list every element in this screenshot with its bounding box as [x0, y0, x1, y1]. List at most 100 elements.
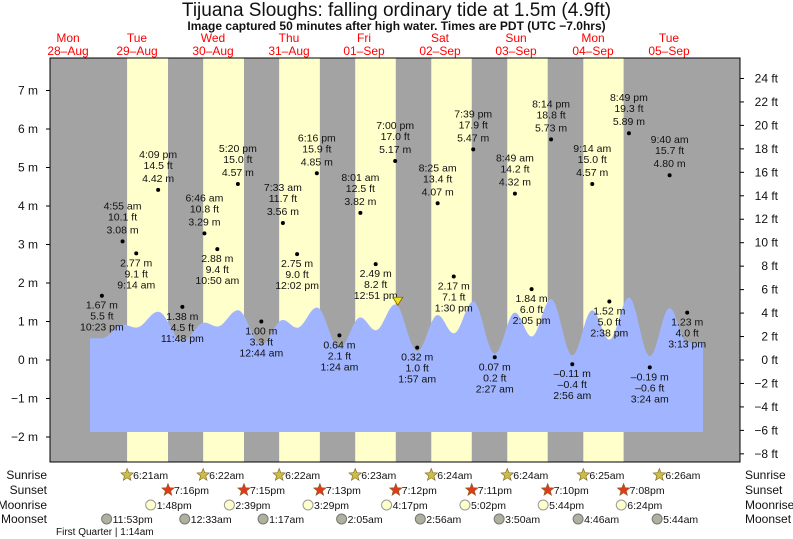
tide-time-label: 8:25 am: [419, 162, 457, 174]
sunset-icon: [464, 482, 479, 496]
chart-subtitle: Image captured 50 minutes after high wat…: [187, 19, 606, 33]
tide-feet-label: 9.4 ft: [206, 264, 229, 276]
sunset-icon: [237, 482, 251, 496]
tide-feet-label: 15.9 ft: [302, 143, 331, 155]
tide-time-label: 3:24 am: [631, 393, 669, 405]
tide-meters-label: –0.11 m: [554, 368, 591, 380]
sunrise-time: 6:26am: [665, 470, 700, 482]
row-label-moonrise-right: Moonrise: [745, 498, 793, 512]
day-label-dow: Mon: [56, 31, 79, 45]
tide-meters-label: 1.23 m: [671, 317, 703, 329]
sunset-icon: [388, 482, 403, 496]
moonrise-time: 2:39pm: [235, 500, 270, 512]
y-left-tick-label: 4 m: [18, 199, 38, 213]
y-right-tick-label: 12 ft: [755, 212, 779, 226]
tide-feet-label: 2.1 ft: [328, 350, 351, 362]
sunrise-time: 6:22am: [285, 470, 320, 482]
moonrise-icon: [223, 499, 235, 511]
y-right-tick-label: −4 ft: [754, 400, 778, 414]
tide-feet-label: 15.7 ft: [655, 145, 684, 157]
tide-time-label: 9:40 am: [651, 134, 689, 146]
tide-meters-label: 1.38 m: [166, 311, 198, 323]
tide-meters-label: 4.57 m: [222, 167, 254, 179]
tide-feet-label: 19.3 ft: [614, 103, 643, 115]
day-label-dow: Wed: [201, 31, 225, 45]
day-label-dow: Sun: [505, 31, 526, 45]
tide-feet-label: –0.4 ft: [558, 379, 587, 391]
sunrise-icon: [272, 467, 287, 481]
tide-feet-label: 4.0 ft: [676, 328, 699, 340]
tide-meters-label: 1.84 m: [516, 293, 548, 305]
y-left-tick-label: 6 m: [18, 122, 38, 136]
tide-time-label: 8:49 pm: [610, 92, 648, 104]
row-label-sunset-right: Sunset: [745, 483, 783, 497]
y-left-tick-label: −2 m: [11, 430, 38, 444]
moonrise-icon: [145, 499, 157, 511]
sunrise-time: 6:24am: [437, 470, 472, 482]
tide-meters-label: 2.77 m: [120, 257, 152, 269]
y-left-tick-label: 1 m: [18, 315, 38, 329]
sunrise-icon: [196, 467, 211, 481]
tide-time-label: 10:23 pm: [80, 322, 124, 334]
tide-area: [90, 297, 703, 432]
tide-feet-label: 5.5 ft: [90, 311, 113, 323]
sunset-time: 7:16pm: [174, 485, 209, 497]
high-tide-point: [471, 147, 476, 152]
day-label-date: 30–Aug: [192, 44, 233, 58]
sunset-icon: [616, 482, 631, 496]
moonset-time: 5:44am: [663, 514, 698, 526]
y-right-tick-label: 6 ft: [761, 283, 778, 297]
row-label-sunrise-right: Sunrise: [745, 468, 786, 482]
tide-meters-label: 5.89 m: [613, 116, 645, 128]
y-left-tick-label: 7 m: [18, 84, 38, 98]
moonset-time: 2:56am: [426, 514, 461, 526]
tide-feet-label: 17.9 ft: [459, 119, 488, 131]
y-left-tick-label: 0 m: [18, 353, 38, 367]
moonset-icon: [414, 513, 426, 525]
y-right-tick-label: 18 ft: [755, 142, 779, 156]
low-tide-point: [607, 299, 612, 304]
tide-time-label: 8:14 pm: [532, 98, 570, 110]
moonset-icon: [257, 513, 269, 525]
low-tide-point: [259, 319, 264, 324]
tide-time-label: 12:02 pm: [275, 280, 319, 292]
tide-time-label: 9:14 am: [117, 279, 155, 291]
day-label-dow: Mon: [581, 31, 604, 45]
low-tide-point: [415, 345, 420, 350]
moonset-time: 11:53pm: [113, 514, 153, 526]
tide-time-label: 6:46 am: [185, 192, 223, 204]
tide-meters-label: 0.07 m: [479, 361, 511, 373]
low-tide-point: [529, 287, 534, 292]
tide-feet-label: 6.0 ft: [520, 304, 543, 316]
tide-feet-label: 15.0 ft: [578, 154, 607, 166]
y-right-tick-label: 24 ft: [755, 71, 779, 85]
y-right-tick-label: −2 ft: [754, 376, 778, 390]
plot-border: [49, 57, 741, 463]
sunrise-time: 6:21am: [133, 470, 168, 482]
high-tide-point: [626, 131, 631, 136]
tide-meters-label: 3.08 m: [107, 224, 139, 236]
high-tide-point: [314, 171, 319, 176]
row-label-moonset-right: Moonset: [745, 512, 792, 526]
y-left-tick-label: −1 m: [11, 392, 38, 406]
tide-time-label: 3:13 pm: [668, 339, 706, 351]
moonset-time: 4:46am: [584, 514, 619, 526]
tide-feet-label: 15.0 ft: [223, 154, 252, 166]
tide-time-label: 8:01 am: [341, 172, 379, 184]
row-label-moonrise-left: Moonrise: [0, 498, 47, 512]
tide-time-label: 7:00 pm: [376, 120, 414, 132]
high-tide-point: [435, 201, 440, 206]
moonset-time: 1:17am: [269, 514, 304, 526]
tide-time-label: 1:24 am: [320, 361, 358, 373]
day-label-dow: Sat: [431, 31, 450, 45]
tide-meters-label: 4.32 m: [499, 177, 531, 189]
moonrise-time: 4:17pm: [393, 500, 428, 512]
sunrise-icon: [652, 467, 667, 481]
moonrise-time: 5:44pm: [549, 500, 584, 512]
tide-meters-label: 1.52 m: [593, 305, 625, 317]
y-right-tick-label: 22 ft: [755, 95, 779, 109]
moonrise-time: 6:24pm: [627, 500, 662, 512]
high-tide-point: [280, 220, 285, 225]
sunrise-time: 6:23am: [361, 470, 396, 482]
